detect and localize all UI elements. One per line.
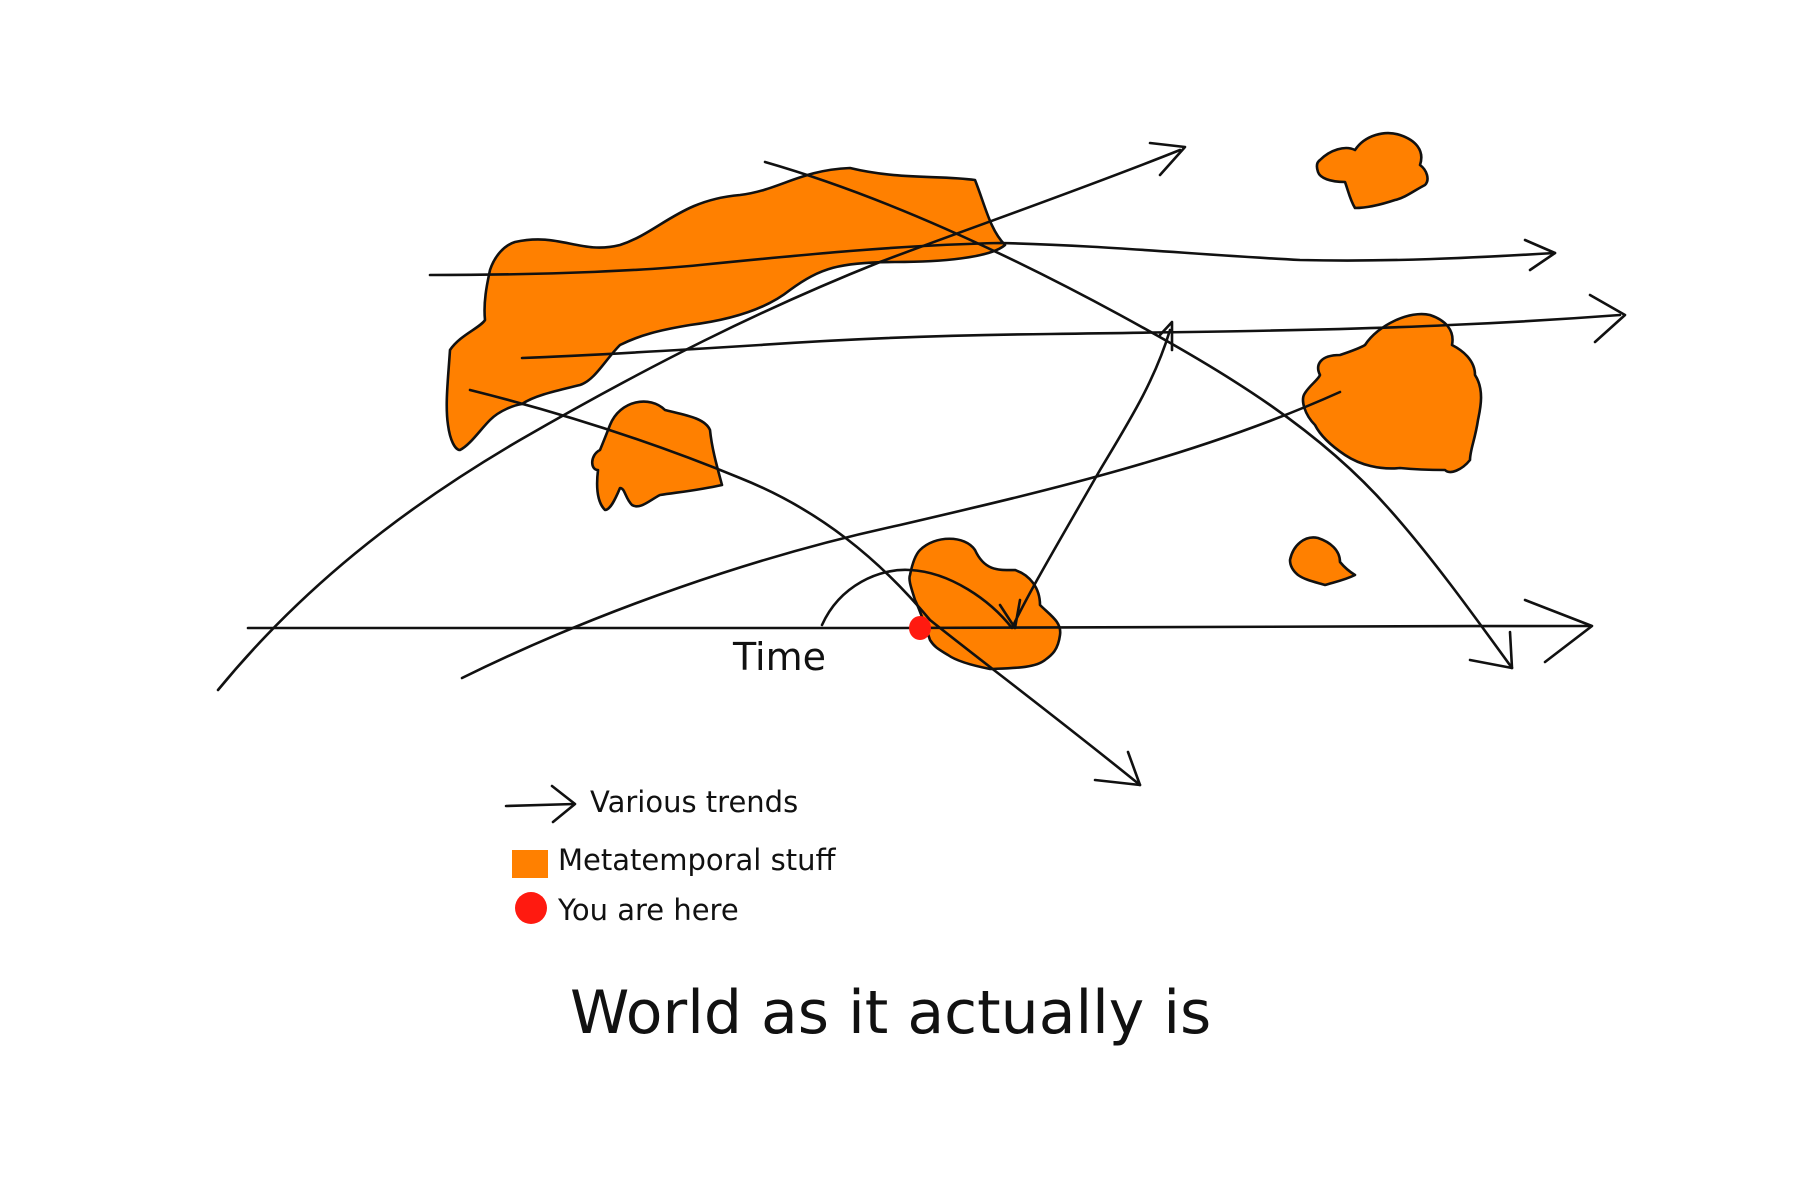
legend-label-metatemporal: Metatemporal stuff xyxy=(558,843,836,877)
metatemporal-blobs xyxy=(445,131,1483,671)
trend-arrows xyxy=(216,141,1627,787)
metatemporal-blob-small xyxy=(1288,536,1357,587)
legend-orange-square-icon xyxy=(512,850,548,878)
legend-arrow-icon xyxy=(504,802,576,808)
legend-label-trends: Various trends xyxy=(590,785,798,819)
trend-arrowhead xyxy=(1148,141,1187,177)
trend-arrow-descending xyxy=(468,388,1142,787)
trend-arrow-high-right xyxy=(428,241,1557,277)
legend-label-you-are-here: You are here xyxy=(557,893,739,927)
trend-arrow-upper-middle xyxy=(520,313,1622,360)
legend: Various trends Metatemporal stuff You ar… xyxy=(504,784,836,927)
metatemporal-blob-mid-left xyxy=(590,400,724,512)
trend-arrowhead xyxy=(1523,238,1557,272)
metatemporal-blob-top-right xyxy=(1315,131,1429,210)
trend-arrowhead xyxy=(1093,750,1142,787)
time-axis-label: Time xyxy=(732,635,826,679)
trend-arrowhead xyxy=(1158,320,1174,352)
metatemporal-blob-center xyxy=(908,537,1062,671)
time-axis xyxy=(246,624,1592,630)
trend-arrowhead xyxy=(1468,630,1514,670)
legend-arrow-icon xyxy=(550,784,577,824)
legend-red-dot-icon xyxy=(515,892,547,924)
trend-arrow-falling xyxy=(763,160,1514,670)
time-axis-arrowhead xyxy=(1523,598,1594,664)
diagram-caption: World as it actually is xyxy=(570,978,1211,1048)
you-are-here-marker xyxy=(909,616,931,640)
trend-arrow-rising xyxy=(216,148,1182,692)
trend-arrowhead xyxy=(1588,293,1627,344)
metatemporal-blob-large xyxy=(445,166,1007,452)
trend-arrow-low-rising xyxy=(460,390,1342,680)
metatemporal-blob-right xyxy=(1301,312,1483,474)
